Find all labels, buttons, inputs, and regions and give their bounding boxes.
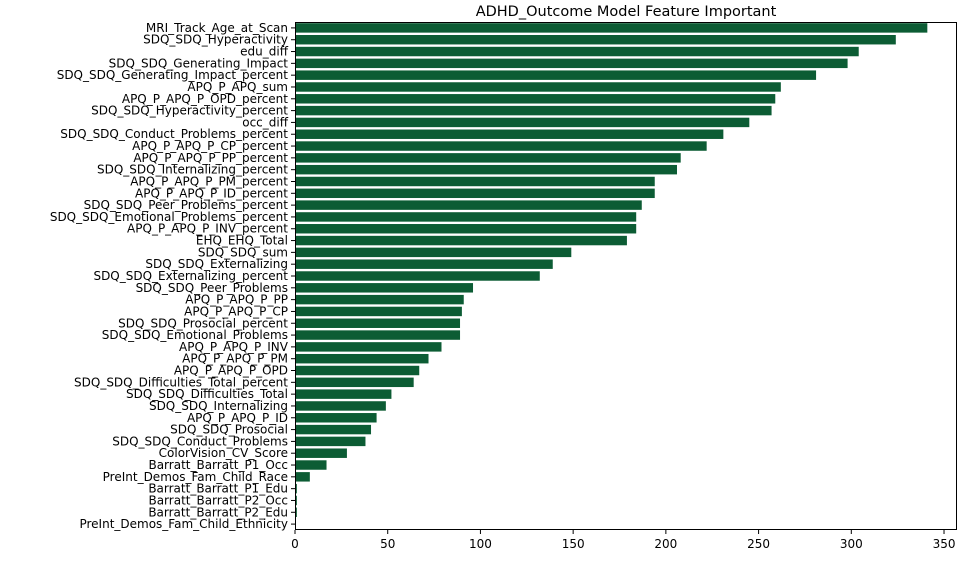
category-label: APQ_P_APQ_P_CP [184, 304, 288, 318]
category-label: SDQ_SDQ_Conduct_Problems [112, 434, 288, 448]
bar [295, 105, 772, 116]
category-label: Barratt_Barratt_P2_Edu [148, 505, 288, 519]
category-label: edu_diff [240, 45, 289, 59]
bar [295, 365, 420, 376]
plot-frame [295, 22, 957, 530]
bar [295, 294, 464, 305]
bar [295, 283, 474, 293]
bars-layer [295, 23, 928, 518]
category-label: PreInt_Demos_Fam_Child_Race [103, 470, 288, 484]
category-label: SDQ_SDQ_Internalizing_percent [97, 163, 288, 177]
x-axis: 0 50 100 150 200 250 300 350 [291, 530, 955, 551]
bar [295, 117, 750, 128]
bar [295, 377, 414, 388]
category-label: PreInt_Demos_Fam_Child_Ethnicity [79, 517, 288, 531]
category-label: APQ_P_APQ_P_PM_percent [130, 174, 288, 188]
category-label: SDQ_SDQ_Prosocial [170, 423, 288, 437]
bar [295, 330, 461, 340]
x-tick-label: 250 [747, 537, 770, 551]
category-label: APQ_P_APQ_P_INV [179, 340, 289, 354]
category-label: SDQ_SDQ_sum [198, 245, 288, 259]
bar [295, 176, 655, 187]
category-label: SDQ_SDQ_Emotional_Problems [102, 328, 288, 342]
category-label: SDQ_SDQ_Generating_Impact [109, 56, 289, 70]
bar [295, 424, 372, 435]
category-label: APQ_P_APQ_P_OPD_percent [122, 92, 288, 106]
bar [295, 200, 642, 210]
category-label: APQ_P_APQ_P_PP_percent [133, 151, 288, 165]
bar [295, 318, 461, 328]
bar [295, 141, 707, 151]
category-label: SDQ_SDQ_Peer_Problems [136, 281, 288, 295]
bar [295, 70, 817, 80]
category-label: Barratt_Barratt_P1_Edu [148, 482, 288, 496]
bar [295, 224, 637, 234]
category-label: SDQ_SDQ_Conduct_Problems_percent [60, 127, 288, 141]
category-label: APQ_P_APQ_P_CP_percent [132, 139, 288, 153]
bar [295, 401, 386, 411]
category-label: APQ_P_APQ_P_ID_percent [135, 186, 288, 200]
category-label: SDQ_SDQ_Peer_Problems_percent [84, 198, 289, 212]
category-label: SDQ_SDQ_Externalizing_percent [93, 269, 288, 283]
x-tick-label: 300 [840, 537, 863, 551]
bar [295, 129, 724, 139]
category-label: APQ_P_APQ_P_PM [182, 352, 288, 366]
bar [295, 46, 859, 57]
bar [295, 460, 327, 470]
bar [295, 259, 553, 269]
category-label: APQ_P_APQ_P_OPD [174, 364, 288, 378]
bar [295, 342, 442, 352]
bar [295, 389, 392, 399]
category-label: SDQ_SDQ_Difficulties_Total_percent [74, 375, 288, 389]
category-label: APQ_P_APQ_sum [187, 80, 288, 94]
bar [295, 188, 655, 199]
x-tick-label: 350 [933, 537, 956, 551]
category-label: SDQ_SDQ_Generating_Impact_percent [57, 68, 289, 82]
category-label: occ_diff [242, 115, 288, 129]
bar [295, 436, 366, 447]
x-tick-label: 150 [562, 537, 585, 551]
bar [295, 212, 637, 222]
bar [295, 235, 627, 246]
x-tick-label: 0 [291, 537, 299, 551]
category-label: Barratt_Barratt_P1_Occ [148, 458, 288, 472]
category-label: APQ_P_APQ_P_INV_percent [127, 222, 288, 236]
chart-title: ADHD_Outcome Model Feature Important [476, 4, 777, 20]
category-label: EHQ_EHQ_Total [196, 234, 288, 248]
bar [295, 58, 848, 69]
category-label: SDQ_SDQ_Emotional_Problems_percent [50, 210, 288, 224]
category-label: SDQ_SDQ_Hyperactivity_percent [91, 104, 288, 118]
bar [295, 271, 540, 281]
category-label: Barratt_Barratt_P2_Occ [148, 493, 288, 507]
category-label: APQ_P_APQ_P_PP [185, 293, 288, 307]
category-label: SDQ_SDQ_Externalizing [145, 257, 288, 271]
bar [295, 34, 896, 45]
bar [295, 413, 377, 423]
bar [295, 247, 572, 258]
bar [295, 23, 928, 33]
bar [295, 164, 677, 175]
category-label: SDQ_SDQ_Difficulties_Total [126, 387, 288, 401]
category-label: APQ_P_APQ_P_ID [187, 411, 288, 425]
bar [295, 448, 347, 458]
category-label: MRI_Track_Age_at_Scan [146, 21, 288, 35]
category-label: ColorVision_CV_Score [159, 446, 288, 460]
bar [295, 306, 462, 317]
category-label: SDQ_SDQ_Hyperactivity [143, 33, 288, 47]
bar [295, 94, 776, 104]
category-labels: MRI_Track_Age_at_ScanSDQ_SDQ_Hyperactivi… [50, 21, 295, 531]
bar [295, 82, 781, 92]
category-label: SDQ_SDQ_Prosocial_percent [118, 316, 288, 330]
category-label: SDQ_SDQ_Internalizing [149, 399, 288, 413]
x-tick-label: 100 [469, 537, 492, 551]
x-tick-label: 200 [654, 537, 677, 551]
x-tick-label: 50 [380, 537, 395, 551]
bar [295, 153, 681, 163]
bar [295, 472, 310, 482]
bar [295, 353, 429, 364]
